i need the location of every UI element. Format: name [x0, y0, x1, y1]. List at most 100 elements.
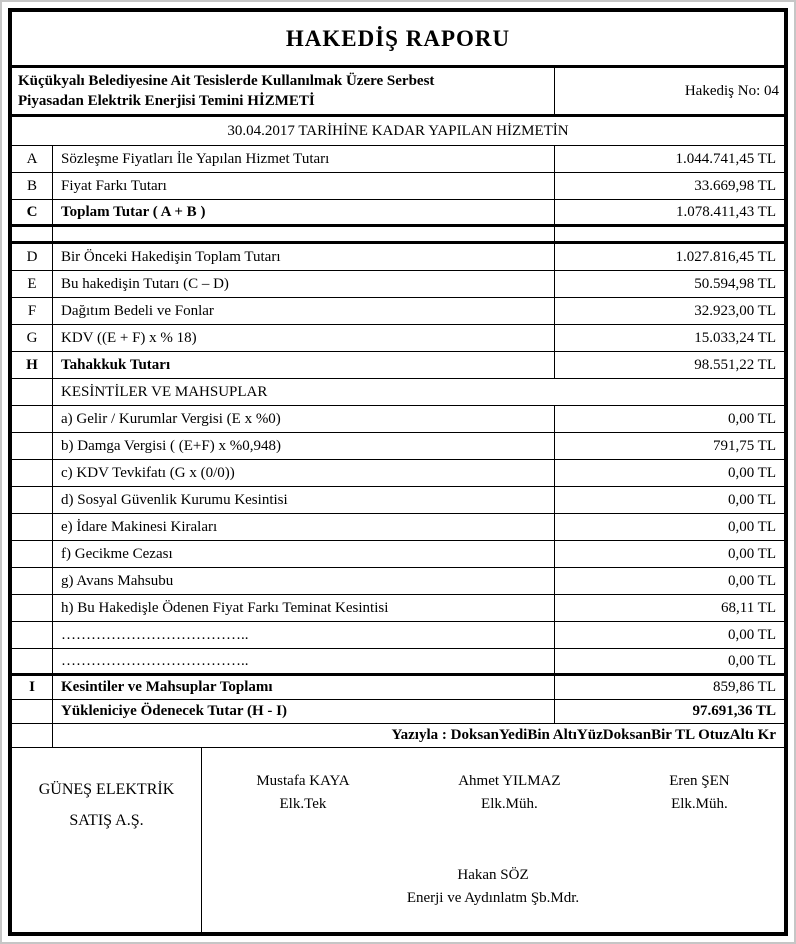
row-letter: G — [12, 325, 53, 351]
row-letter — [12, 433, 53, 459]
approver-title: Enerji ve Aydınlatm Şb.Mdr. — [406, 890, 580, 906]
signature-area: GÜNEŞ ELEKTRİK SATIŞ A.Ş. Mustafa KAYA E… — [12, 748, 784, 932]
deduction-row-blank-2: ……………………………….. 0,00 TL — [12, 649, 784, 676]
row-label: Bu hakedişin Tutarı (C – D) — [61, 275, 229, 292]
report-title: HAKEDİŞ RAPORU — [12, 12, 784, 68]
signer-2: Ahmet YILMAZ Elk.Müh. — [458, 770, 560, 816]
signer-title: Elk.Müh. — [481, 796, 538, 812]
row-value: 0,00 TL — [554, 487, 784, 513]
signer-1: Mustafa KAYA Elk.Tek — [256, 770, 349, 816]
signers-panel: Mustafa KAYA Elk.Tek Ahmet YILMAZ Elk.Mü… — [202, 748, 784, 932]
row-value: 1.044.741,45 TL — [554, 146, 784, 172]
row-label: b) Damga Vergisi ( (E+F) x %0,948) — [61, 437, 281, 454]
table-row-i: I Kesintiler ve Mahsuplar Toplamı 859,86… — [12, 676, 784, 700]
spacer-row — [12, 227, 784, 244]
row-value: 50.594,98 TL — [554, 271, 784, 297]
row-letter: C — [12, 200, 53, 224]
row-letter: F — [12, 298, 53, 324]
row-label: h) Bu Hakedişle Ödenen Fiyat Farkı Temin… — [61, 599, 389, 616]
row-label: Fiyat Farkı Tutarı — [61, 177, 167, 194]
signer-title: Elk.Tek — [279, 796, 327, 812]
row-letter: I — [12, 676, 53, 699]
row-label: KDV ((E + F) x % 18) — [61, 329, 197, 346]
table-row-d: D Bir Önceki Hakedişin Toplam Tutarı 1.0… — [12, 244, 784, 271]
row-letter: A — [12, 146, 53, 172]
contractor-company-line2: SATIŞ A.Ş. — [69, 812, 144, 829]
table-row-a: A Sözleşme Fiyatları İle Yapılan Hizmet … — [12, 146, 784, 173]
row-label: Kesintiler ve Mahsuplar Toplamı — [61, 679, 273, 695]
row-letter: D — [12, 244, 53, 270]
period-header: 30.04.2017 TARİHİNE KADAR YAPILAN HİZMET… — [12, 117, 784, 146]
table-row-c: C Toplam Tutar ( A + B ) 1.078.411,43 TL — [12, 200, 784, 227]
row-value: 68,11 TL — [554, 595, 784, 621]
deduction-row-g: g) Avans Mahsubu 0,00 TL — [12, 568, 784, 595]
row-letter — [12, 514, 53, 540]
row-value: 0,00 TL — [554, 460, 784, 486]
row-label: Tahakkuk Tutarı — [61, 356, 171, 373]
project-subject-line2: Piyasadan Elektrik Enerjisi Temini HİZME… — [18, 93, 315, 109]
signer-list: Mustafa KAYA Elk.Tek Ahmet YILMAZ Elk.Mü… — [202, 748, 784, 816]
row-value — [554, 227, 784, 241]
table-row-f: F Dağıtım Bedeli ve Fonlar 32.923,00 TL — [12, 298, 784, 325]
row-value: 15.033,24 TL — [554, 325, 784, 351]
row-label: d) Sosyal Güvenlik Kurumu Kesintisi — [61, 491, 288, 508]
row-label: g) Avans Mahsubu — [61, 572, 174, 589]
table-row-h: H Tahakkuk Tutarı 98.551,22 TL — [12, 352, 784, 379]
row-letter — [12, 487, 53, 513]
table-row-b: B Fiyat Farkı Tutarı 33.669,98 TL — [12, 173, 784, 200]
row-letter — [12, 622, 53, 648]
approver-name: Hakan SÖZ — [457, 867, 529, 883]
deduction-row-h: h) Bu Hakedişle Ödenen Fiyat Farkı Temin… — [12, 595, 784, 622]
row-value: 0,00 TL — [554, 514, 784, 540]
row-label: ……………………………….. — [61, 626, 249, 643]
row-value: 0,00 TL — [554, 406, 784, 432]
row-value: 0,00 TL — [554, 568, 784, 594]
amount-in-words-row: Yazıyla : DoksanYediBin AltıYüzDoksanBir… — [12, 724, 784, 748]
approver: Hakan SÖZ Enerji ve Aydınlatm Şb.Mdr. — [202, 864, 784, 910]
deduction-row-a: a) Gelir / Kurumlar Vergisi (E x %0) 0,0… — [12, 406, 784, 433]
deduction-row-b: b) Damga Vergisi ( (E+F) x %0,948) 791,7… — [12, 433, 784, 460]
deduction-row-c: c) KDV Tevkifatı (G x (0/0)) 0,00 TL — [12, 460, 784, 487]
row-label: Bir Önceki Hakedişin Toplam Tutarı — [61, 248, 281, 265]
contractor-company-line1: GÜNEŞ ELEKTRİK — [38, 781, 175, 798]
row-value: 0,00 TL — [554, 622, 784, 648]
row-letter — [12, 460, 53, 486]
row-label: f) Gecikme Cezası — [61, 545, 173, 562]
project-subject-line1: Küçükyalı Belediyesine Ait Tesislerde Ku… — [18, 73, 435, 89]
row-label: c) KDV Tevkifatı (G x (0/0)) — [61, 464, 235, 481]
contractor-company: GÜNEŞ ELEKTRİK SATIŞ A.Ş. — [12, 748, 202, 932]
signer-3: Eren ŞEN Elk.Müh. — [669, 770, 729, 816]
row-label: a) Gelir / Kurumlar Vergisi (E x %0) — [61, 410, 281, 427]
hakedis-report: HAKEDİŞ RAPORU Küçükyalı Belediyesine Ai… — [8, 8, 788, 936]
row-value: 0,00 TL — [554, 649, 784, 673]
row-label — [53, 227, 554, 241]
deduction-row-d: d) Sosyal Güvenlik Kurumu Kesintisi 0,00… — [12, 487, 784, 514]
signer-title: Elk.Müh. — [671, 796, 728, 812]
row-value: 1.078.411,43 TL — [554, 200, 784, 224]
signer-name: Ahmet YILMAZ — [458, 773, 561, 789]
section-title: KESİNTİLER VE MAHSUPLAR — [61, 383, 268, 400]
row-value: 0,00 TL — [554, 541, 784, 567]
row-letter — [12, 568, 53, 594]
deduction-row-e: e) İdare Makinesi Kiraları 0,00 TL — [12, 514, 784, 541]
amount-in-words: Yazıyla : DoksanYediBin AltıYüzDoksanBir… — [391, 727, 776, 743]
row-label: Sözleşme Fiyatları İle Yapılan Hizmet Tu… — [61, 150, 330, 167]
table-row-g: G KDV ((E + F) x % 18) 15.033,24 TL — [12, 325, 784, 352]
row-label: e) İdare Makinesi Kiraları — [61, 518, 218, 535]
signer-name: Eren ŞEN — [669, 773, 730, 789]
row-letter: H — [12, 352, 53, 378]
row-letter — [12, 379, 53, 405]
hakedis-number: Hakediş No: 04 — [554, 68, 784, 114]
payable-row: Yükleniciye Ödenecek Tutar (H - I) 97.69… — [12, 700, 784, 724]
deductions-section-header: KESİNTİLER VE MAHSUPLAR — [12, 379, 784, 406]
row-value: 33.669,98 TL — [554, 173, 784, 199]
signer-name: Mustafa KAYA — [256, 773, 350, 789]
deduction-row-blank-1: ……………………………….. 0,00 TL — [12, 622, 784, 649]
row-label: ……………………………….. — [61, 652, 249, 669]
row-letter — [12, 406, 53, 432]
row-letter: B — [12, 173, 53, 199]
deduction-row-f: f) Gecikme Cezası 0,00 TL — [12, 541, 784, 568]
row-value: 97.691,36 TL — [554, 700, 784, 723]
row-value: 791,75 TL — [554, 433, 784, 459]
